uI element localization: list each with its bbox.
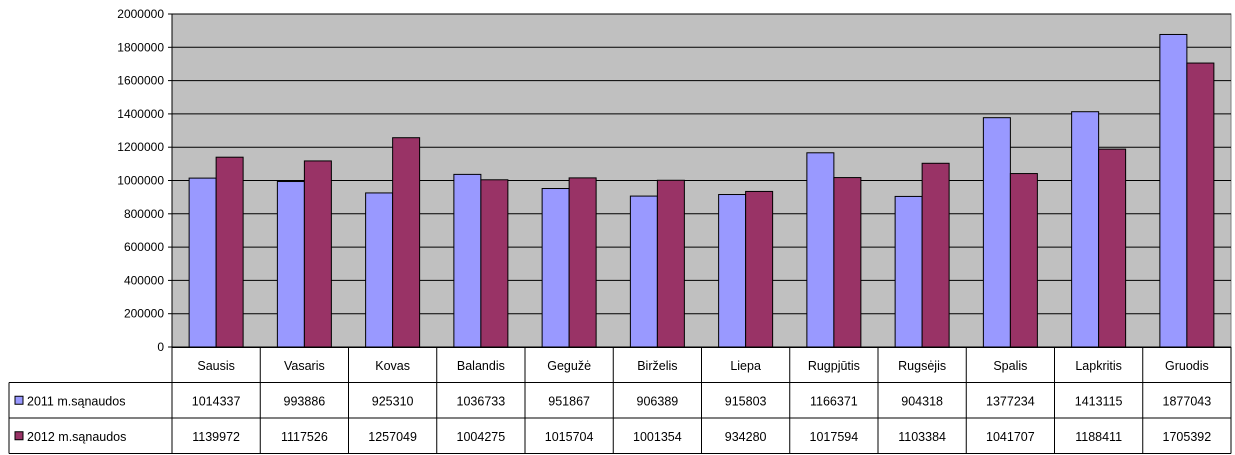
bar-1-4: [541, 188, 570, 348]
y-tick-label: 600000: [124, 240, 164, 254]
category-label: Balandis: [457, 359, 505, 373]
y-tick-label: 1200000: [117, 140, 164, 154]
bar-2-10: [1098, 148, 1127, 348]
bar-1-8: [894, 195, 923, 348]
bar-1-3: [453, 173, 482, 348]
y-tick-label: 200000: [124, 307, 164, 321]
bar-1-7: [806, 152, 835, 348]
category-label: Kovas: [375, 359, 410, 373]
y-tick-label: 800000: [124, 207, 164, 221]
category-label: Gruodis: [1165, 359, 1209, 373]
y-tick-label: 2000000: [117, 7, 164, 21]
bar-1-9: [982, 117, 1011, 348]
data-label: 915803: [725, 394, 767, 408]
data-label: 951867: [548, 394, 590, 408]
bar-2-3: [480, 179, 509, 348]
data-label: 1004275: [457, 430, 506, 444]
legend-swatch-1: [14, 395, 24, 405]
bar-2-6: [745, 190, 774, 348]
category-label: Lapkritis: [1075, 359, 1122, 373]
data-label: 1014337: [192, 394, 241, 408]
category-label: Rugpjūtis: [808, 359, 860, 373]
data-label: 1166371: [810, 394, 858, 408]
y-tick-label: 1000000: [117, 174, 164, 188]
legend-swatch-2: [14, 431, 24, 441]
data-label: 906389: [637, 394, 679, 408]
data-label: 1377234: [986, 394, 1035, 408]
y-tick-label: 400000: [124, 273, 164, 287]
bar-1-10: [1071, 111, 1100, 348]
category-label: Gegužė: [547, 359, 591, 373]
category-label: Sausis: [197, 359, 235, 373]
data-label: 1188411: [1075, 430, 1122, 444]
data-label: 1705392: [1163, 430, 1212, 444]
bar-1-0: [188, 177, 217, 348]
category-label: Rugsėjis: [898, 359, 946, 373]
category-label: Spalis: [993, 359, 1027, 373]
bar-1-11: [1159, 33, 1188, 348]
bar-2-9: [1009, 173, 1038, 348]
data-label: 1877043: [1163, 394, 1212, 408]
bar-2-11: [1186, 62, 1215, 348]
category-label: Birželis: [637, 359, 677, 373]
legend-label-2: 2012 m.sąnaudos: [27, 430, 126, 444]
data-label: 1413115: [1075, 394, 1123, 408]
data-label: 1017594: [810, 430, 859, 444]
data-label: 1036733: [457, 394, 506, 408]
category-label: Liepa: [730, 359, 761, 373]
bar-2-4: [568, 177, 597, 348]
y-tick-label: 1600000: [117, 74, 164, 88]
data-label: 1139972: [192, 430, 240, 444]
bar-1-5: [629, 195, 658, 348]
data-label: 1103384: [898, 430, 946, 444]
bar-2-5: [656, 179, 685, 348]
data-label: 993886: [284, 394, 326, 408]
bar-1-6: [718, 194, 747, 348]
category-label: Vasaris: [284, 359, 325, 373]
bar-1-2: [365, 192, 394, 348]
bar-2-0: [215, 156, 244, 348]
data-label: 934280: [725, 430, 767, 444]
data-label: 904318: [901, 394, 943, 408]
y-tick-label: 0: [157, 340, 164, 354]
y-tick-label: 1400000: [117, 107, 164, 121]
legend-label-1: 2011 m.sąnaudos: [27, 394, 125, 408]
y-tick-label: 1800000: [117, 40, 164, 54]
bar-2-8: [921, 162, 950, 348]
bar-2-7: [833, 177, 862, 348]
bar-2-1: [303, 160, 332, 348]
bar-2-2: [392, 137, 421, 348]
data-label: 1257049: [368, 430, 417, 444]
bar-1-1: [276, 181, 305, 348]
data-label: 925310: [372, 394, 414, 408]
data-label: 1117526: [281, 430, 328, 444]
data-label: 1015704: [545, 430, 594, 444]
data-label: 1001354: [633, 430, 682, 444]
data-label: 1041707: [986, 430, 1035, 444]
